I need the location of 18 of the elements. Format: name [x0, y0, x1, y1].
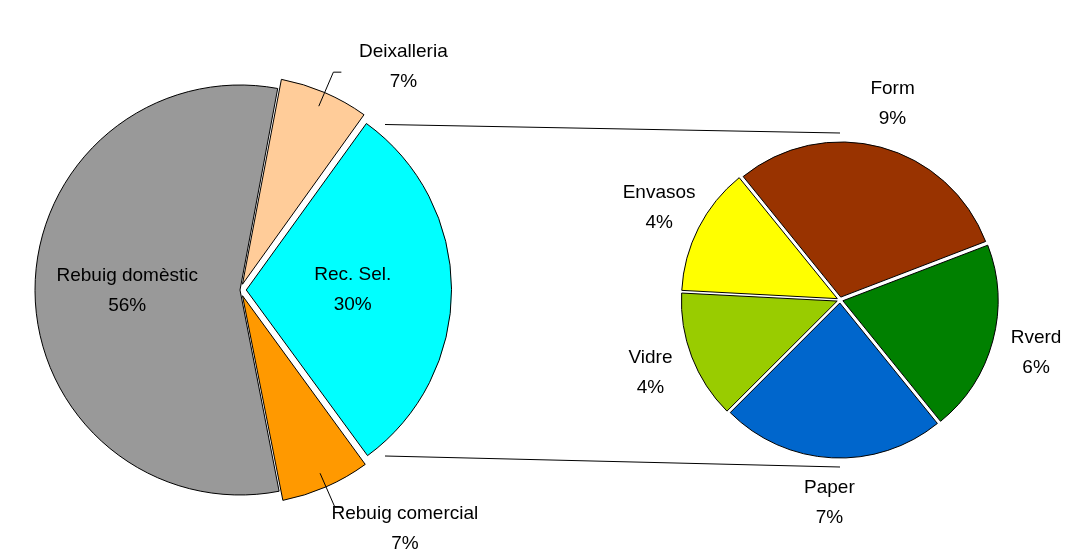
- data-label: 4%: [645, 211, 673, 233]
- data-label: 56%: [108, 293, 147, 315]
- slice-label: Form: [870, 77, 915, 99]
- data-label: 9%: [878, 107, 907, 129]
- slice-label: Rverd: [1010, 325, 1062, 347]
- data-label: 7%: [815, 505, 844, 527]
- slice-label: Envasos: [622, 181, 696, 203]
- slice-label: Rebuig comercial: [331, 502, 479, 524]
- slice-label: Deixalleria: [359, 40, 449, 62]
- data-label: 7%: [391, 532, 419, 554]
- data-label: 30%: [333, 292, 372, 314]
- data-label: 7%: [389, 70, 418, 92]
- slice-label: Vidre: [628, 345, 673, 367]
- data-label: 6%: [1022, 355, 1050, 377]
- slice-label: Paper: [804, 475, 856, 497]
- slice-label: Rec. Sel.: [314, 262, 392, 284]
- data-label: 4%: [636, 375, 665, 397]
- slice-label: Rebuig domèstic: [56, 263, 199, 285]
